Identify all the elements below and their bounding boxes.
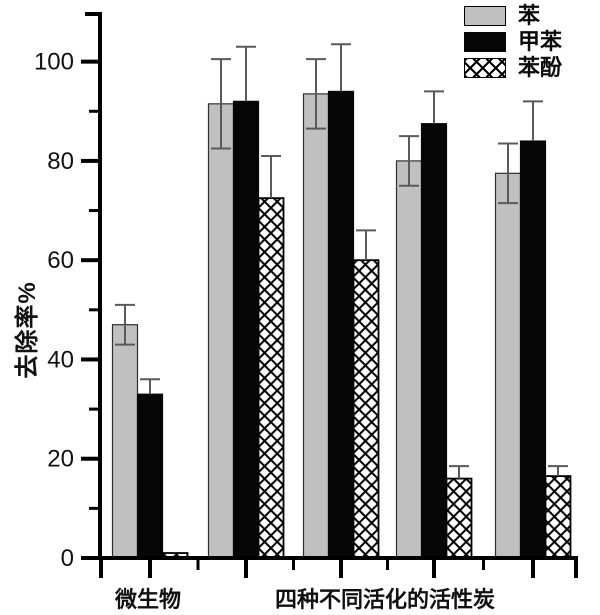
bar-benzene-group1 [111, 324, 139, 559]
error-bar-toluene-group2 [236, 45, 256, 102]
error-bar-phenol-group5 [548, 465, 568, 477]
y-tick-label-20: 20 [47, 446, 74, 473]
x-axis-line [98, 556, 578, 560]
error-bar-toluene-group3 [331, 43, 351, 92]
legend-item-benzene: 苯 [464, 5, 562, 27]
x-axis-label-activated-carbon: 四种不同活化的活性炭 [274, 587, 496, 612]
error-bar-phenol-group4 [449, 465, 469, 479]
bar-toluene-group2 [232, 100, 260, 559]
y-axis-line [98, 12, 102, 560]
error-bar-benzene-group2 [211, 58, 231, 150]
bar-toluene-group1 [136, 393, 164, 559]
legend-item-phenol: 苯酚 [464, 57, 562, 79]
legend-label-toluene: 甲苯 [518, 29, 563, 54]
error-bar-benzene-group1 [115, 303, 135, 346]
error-bar-toluene-group5 [523, 100, 543, 142]
legend-item-toluene: 甲苯 [464, 31, 562, 53]
error-bar-benzene-group5 [498, 142, 518, 205]
error-bar-toluene-group4 [424, 90, 444, 124]
y-tick-label-80: 80 [47, 148, 74, 175]
bar-benzene-group2 [207, 103, 235, 559]
legend-label-benzene: 苯 [518, 3, 541, 28]
legend-swatch-phenol [464, 58, 506, 78]
bar-toluene-group3 [327, 90, 355, 559]
error-bar-benzene-group3 [306, 58, 326, 130]
legend-swatch-benzene [464, 6, 506, 26]
bar-benzene-group5 [494, 172, 522, 559]
legend-label-phenol: 苯酚 [518, 55, 563, 80]
y-tick-label-100: 100 [34, 49, 74, 76]
bar-toluene-group4 [420, 123, 448, 559]
bar-benzene-group4 [395, 160, 423, 559]
bar-benzene-group3 [302, 93, 330, 559]
y-axis-title: 去除率% [13, 281, 41, 379]
bar-phenol-group5 [544, 475, 572, 559]
y-tick-label-0: 0 [61, 545, 74, 572]
error-bar-toluene-group1 [140, 378, 160, 395]
axes [81, 12, 578, 578]
bar-phenol-group4 [445, 477, 473, 559]
bar-toluene-group5 [519, 140, 547, 559]
y-tick-label-60: 60 [47, 247, 74, 274]
y-axis-title-wrap: 去除率% [0, 230, 48, 430]
error-bar-benzene-group4 [399, 135, 419, 187]
error-bar-phenol-group3 [356, 229, 376, 261]
error-bar-phenol-group2 [261, 154, 281, 199]
x-axis-label-microbe: 微生物 [114, 587, 182, 612]
bar-phenol-group3 [352, 259, 380, 559]
bar-phenol-group2 [257, 197, 285, 559]
legend-swatch-toluene [464, 32, 506, 52]
legend: 苯 甲苯 苯酚 [464, 5, 562, 79]
y-tick-label-40: 40 [47, 346, 74, 373]
